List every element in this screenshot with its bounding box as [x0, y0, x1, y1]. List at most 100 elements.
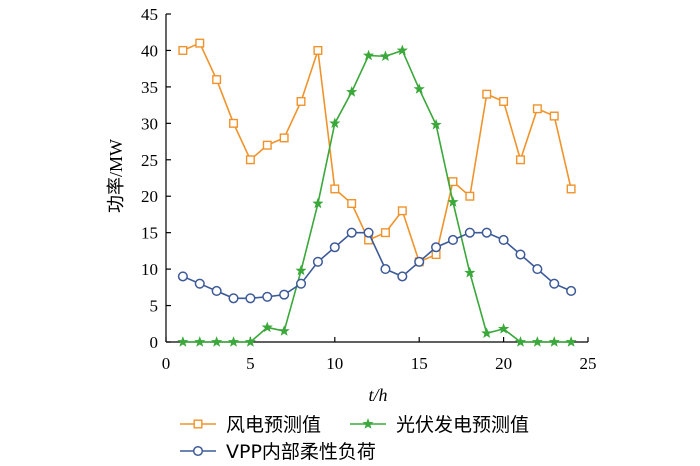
y-tick-label: 40 [141, 41, 158, 60]
x-axis-label: t/h [368, 385, 387, 405]
legend-marker [362, 418, 374, 429]
data-point [329, 242, 340, 253]
data-point [295, 278, 307, 289]
data-point [279, 133, 289, 143]
y-tick-label: 0 [150, 333, 159, 352]
legend-label: VPP内部柔性负荷 [226, 441, 376, 463]
series-3 [177, 227, 577, 304]
y-tick-label: 10 [141, 260, 158, 279]
data-point [244, 336, 256, 347]
data-point [380, 264, 391, 275]
data-point [532, 264, 543, 275]
x-tick-label: 5 [246, 354, 255, 373]
y-axis-label: 功率/MW [106, 139, 126, 213]
data-point [296, 96, 306, 106]
data-point [245, 293, 256, 304]
data-point [229, 118, 239, 128]
y-tick-label: 20 [141, 187, 158, 206]
data-point [195, 38, 205, 48]
series-line [182, 42, 572, 263]
data-point [414, 256, 425, 267]
axes [165, 14, 588, 343]
data-point [194, 336, 206, 347]
legend-marker [193, 419, 203, 429]
data-point [397, 206, 407, 216]
data-point [379, 50, 392, 62]
y-tick-label: 15 [141, 224, 158, 243]
data-point [262, 140, 272, 150]
series-1 [178, 38, 576, 267]
y-tick-label: 5 [150, 297, 159, 316]
x-tick-label: 20 [495, 354, 512, 373]
data-point [228, 293, 239, 304]
data-point [498, 234, 509, 246]
data-point [499, 96, 509, 106]
y-ticks: 0 5 10 15 20 25 30 35 40 45 [141, 5, 171, 352]
data-point [262, 291, 273, 302]
data-point [346, 227, 357, 238]
data-point [531, 336, 543, 347]
data-point [549, 278, 560, 289]
data-point [380, 228, 390, 238]
data-point [482, 89, 492, 99]
legend: 风电预测值 光伏发电预测值 VPP内部柔性负荷 [180, 414, 529, 463]
data-point [431, 242, 442, 253]
data-point [211, 336, 223, 347]
data-point [346, 86, 358, 97]
data-point [481, 327, 493, 338]
legend-marker [192, 445, 204, 457]
data-point [329, 117, 341, 129]
data-point [212, 75, 222, 85]
data-point [532, 104, 542, 114]
data-point [565, 336, 577, 347]
data-point [245, 155, 255, 165]
data-point [465, 191, 475, 201]
data-point [347, 199, 357, 209]
data-point [330, 184, 340, 194]
data-point [313, 45, 323, 55]
data-point [278, 325, 290, 336]
x-tick-label: 0 [162, 354, 171, 373]
data-point [566, 285, 577, 297]
legend-item: 风电预测值 [180, 414, 321, 436]
series-layer [177, 38, 577, 347]
data-point [177, 336, 189, 347]
data-point [396, 44, 408, 56]
data-point [448, 177, 458, 187]
x-tick-label: 10 [326, 354, 343, 373]
data-point [227, 336, 240, 347]
data-point [514, 336, 527, 347]
legend-item: 光伏发电预测值 [350, 414, 529, 436]
data-point [515, 155, 525, 165]
data-point [312, 197, 324, 209]
data-point [397, 271, 408, 282]
data-point [566, 184, 576, 194]
y-tick-label: 45 [141, 5, 158, 24]
data-point [464, 266, 476, 278]
y-tick-label: 30 [141, 114, 158, 133]
data-point [447, 234, 459, 246]
y-tick-label: 25 [141, 151, 158, 170]
x-tick-label: 25 [580, 354, 597, 373]
data-point [447, 196, 459, 207]
data-point [279, 289, 290, 300]
data-point [312, 256, 323, 267]
data-point [194, 278, 205, 289]
data-point [548, 336, 560, 347]
x-ticks: 0 5 10 15 20 25 [162, 337, 597, 373]
series-2 [177, 44, 577, 347]
y-tick-label: 35 [141, 78, 158, 97]
data-point [413, 83, 425, 94]
data-point [261, 321, 273, 333]
data-point [362, 49, 375, 61]
data-point [464, 227, 475, 238]
data-point [363, 227, 374, 238]
data-point [178, 45, 188, 55]
data-point [211, 285, 222, 297]
x-tick-label: 15 [411, 354, 428, 373]
data-point [549, 111, 559, 121]
data-point [515, 249, 526, 260]
data-point [177, 271, 188, 282]
series-line [182, 231, 572, 300]
